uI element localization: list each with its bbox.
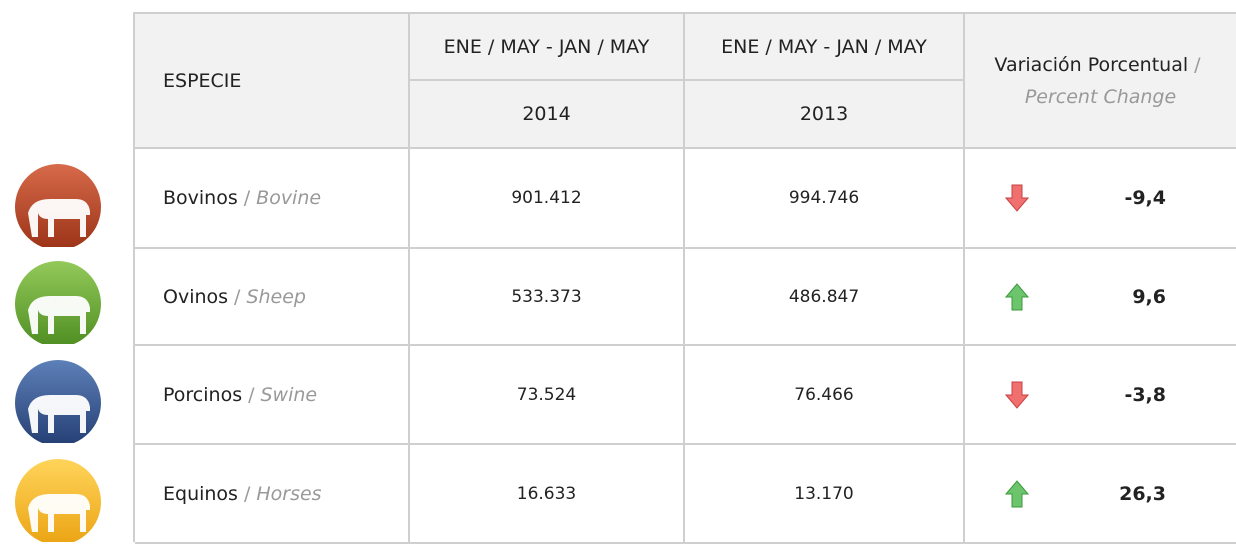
value: 533.373 [511, 286, 582, 307]
species-icon [15, 261, 101, 344]
header-year: 2014 [410, 81, 685, 149]
arrow-up [1005, 282, 1029, 310]
species-es: Porcinos [163, 383, 243, 406]
value-cell: 533.373 [410, 249, 685, 346]
species-cell: Ovinos / Sheep [135, 249, 410, 346]
header-text: ENE / MAY - JAN / MAY [721, 35, 927, 58]
value: 13.170 [794, 483, 854, 504]
header-period: ENE / MAY - JAN / MAY [410, 14, 685, 81]
species-en: Sheep [246, 285, 306, 308]
value: 901.412 [511, 188, 582, 208]
value-cell: 901.412 [410, 149, 685, 249]
species-cell: Equinos / Horses [135, 445, 410, 544]
header-period: ENE / MAY - JAN / MAY [685, 14, 965, 81]
table: ESPECIE ENE / MAY - JAN / MAY ENE / MAY … [133, 12, 1236, 544]
header-text: Percent Change [1024, 85, 1177, 108]
value-cell: 13.170 [685, 445, 965, 544]
header-text: ESPECIE [163, 69, 242, 92]
value-cell: 73.524 [410, 346, 685, 445]
value-cell: 486.847 [685, 249, 965, 346]
separator: / [243, 482, 251, 505]
icon-animal [28, 199, 90, 237]
change-cell: 9,6 [965, 249, 1236, 346]
header-change: Variación Porcentual / Percent Change [965, 14, 1236, 149]
header-text: ENE / MAY - JAN / MAY [443, 35, 650, 58]
species-en: Swine [260, 383, 318, 406]
arrow-up [1005, 479, 1029, 507]
value-cell: 16.633 [410, 445, 685, 544]
arrow-shape [1005, 479, 1029, 507]
arrow-down [1005, 184, 1029, 212]
change-cell: -3,8 [965, 346, 1236, 445]
species-es: Equinos [163, 482, 238, 505]
change-cell: -9,4 [965, 149, 1236, 249]
header-text: 2013 [799, 103, 849, 125]
species-en: Horses [256, 482, 322, 505]
change-cell: 26,3 [965, 445, 1236, 544]
value-cell: 994.746 [685, 149, 965, 249]
separator: / [243, 187, 251, 209]
species-cell: Porcinos / Swine [135, 346, 410, 445]
icon-animal [28, 296, 90, 334]
value-cell: 76.466 [685, 346, 965, 445]
arrow-shape [1005, 184, 1029, 212]
icon-animal [28, 395, 90, 433]
species-es: Bovinos [163, 187, 238, 209]
separator: / [1194, 53, 1201, 76]
separator: / [248, 383, 255, 406]
value: 73.524 [516, 384, 577, 405]
value: 486.847 [788, 286, 860, 307]
value: 76.466 [794, 384, 854, 405]
species-icon [15, 459, 101, 542]
value: 16.633 [516, 483, 577, 504]
header-year: 2013 [685, 81, 965, 149]
arrow-shape [1005, 282, 1029, 310]
value: 994.746 [788, 188, 860, 208]
species-en: Bovine [256, 187, 322, 209]
change-value: -3,8 [1124, 383, 1166, 406]
change-value: 9,6 [1132, 285, 1166, 308]
species-icon [15, 164, 101, 247]
arrow-down [1005, 381, 1029, 409]
separator: / [234, 285, 241, 308]
species-icons [15, 164, 101, 542]
header-species: ESPECIE [135, 14, 410, 149]
species-icon [15, 360, 101, 443]
icon-animal [28, 494, 90, 532]
species-es: Ovinos [163, 285, 229, 308]
header-text: Variación Porcentual [994, 53, 1189, 76]
change-value: 26,3 [1119, 482, 1166, 505]
header-text: 2014 [522, 103, 571, 125]
arrow-shape [1005, 381, 1029, 409]
change-value: -9,4 [1124, 187, 1166, 209]
species-cell: Bovinos / Bovine [135, 149, 410, 249]
